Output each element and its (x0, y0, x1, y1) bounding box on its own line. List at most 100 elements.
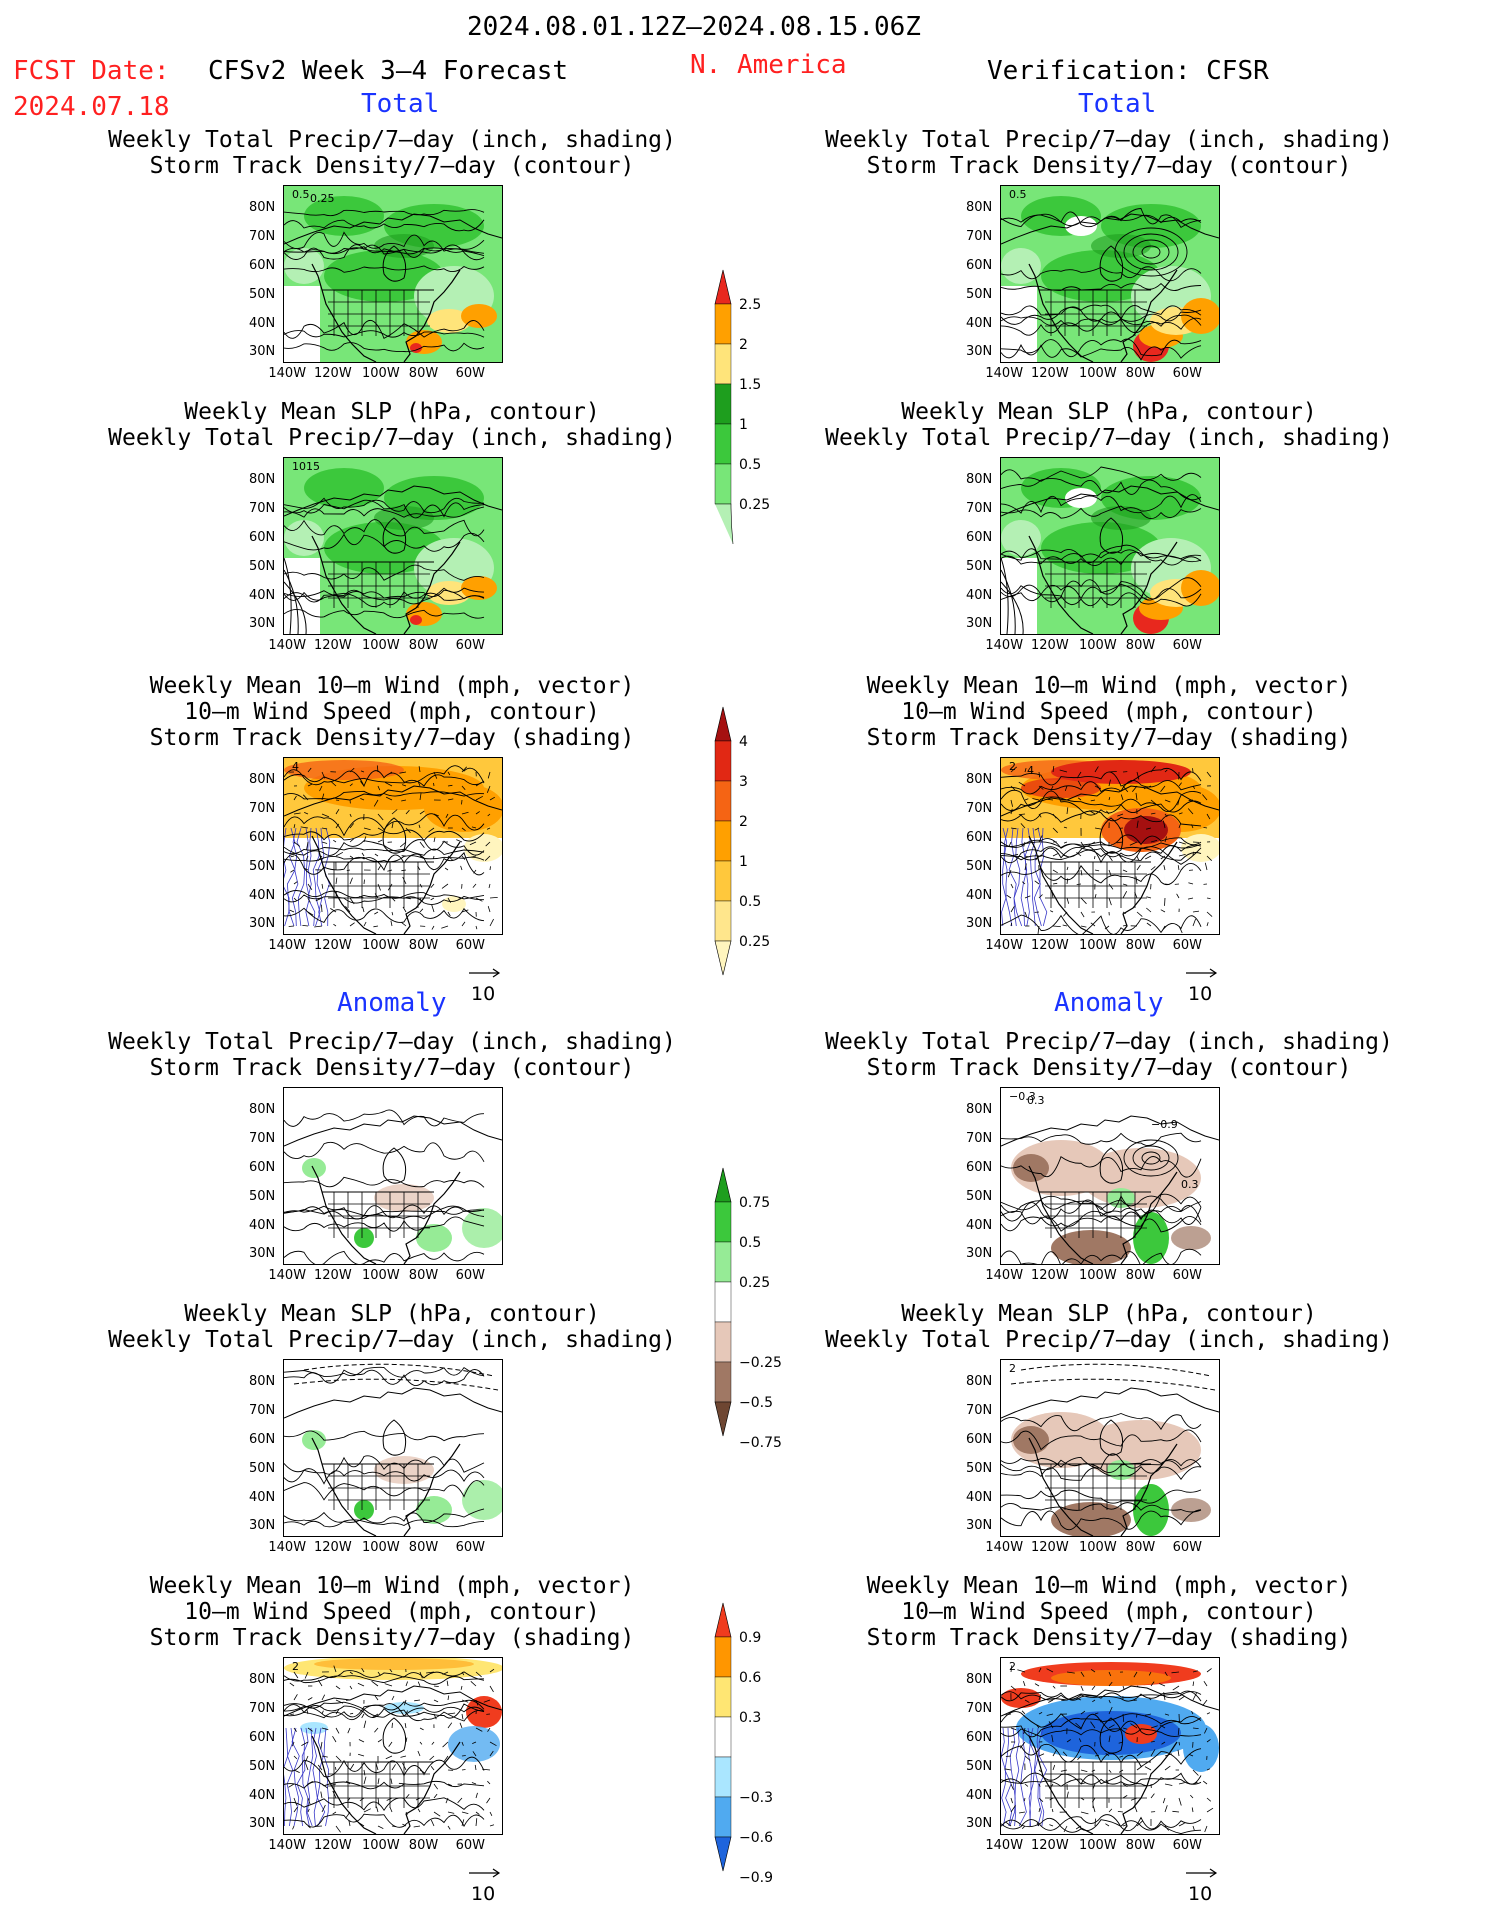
forecast-total-wind-storm-title: Weekly Mean 10–m Wind (mph, vector) 10–m … (82, 673, 702, 751)
verification-anomaly-wind-storm-contour (1001, 1814, 1202, 1832)
colorbar-tick-label: −0.5 (739, 1395, 773, 1411)
forecast-total-slp-precip-shade (324, 522, 444, 574)
forecast-anomaly-precip-storm-shade (416, 1224, 452, 1252)
verification-anomaly-wind-storm-contour-label: 2 (1009, 1660, 1016, 1673)
forecast-total-wind-storm-contour (284, 855, 485, 863)
verification-anomaly-wind-storm-shade (1001, 1688, 1041, 1708)
verification-total-slp-precip-slp-contour (1001, 581, 1024, 634)
colorbar-tick-label: 1 (739, 854, 748, 870)
verification-anomaly-slp-precip-title-line: Weekly Mean SLP (hPa, contour) (901, 1301, 1317, 1327)
coastline-east (1120, 841, 1178, 934)
verification-total-slp-precip-title: Weekly Mean SLP (hPa, contour) Weekly Tot… (799, 399, 1419, 451)
forecast-total-wind-storm-contour-label: 4 (292, 760, 299, 773)
lon-tick-label: 100W (362, 638, 400, 653)
lat-tick-label: 50N (249, 1460, 276, 1476)
forecast-anomaly-wind-storm-contour (284, 1675, 485, 1685)
coastline-east (403, 1171, 461, 1264)
lat-tick-label: 30N (249, 616, 276, 632)
forecast-anomaly-precip-storm-contour (284, 1109, 485, 1127)
verification-total-slp-precip-contour (1001, 466, 1202, 482)
forecast-total-precip-storm-shade (284, 248, 324, 284)
lon-tick-label: 120W (314, 1838, 352, 1853)
lon-tick-label: 100W (1079, 366, 1117, 381)
colorbar-tick-label: 0.5 (739, 894, 761, 910)
forecast-anomaly-wind-storm-reference-vector: 10 (467, 1861, 503, 1905)
forecast-total-precip-storm-title-line: Storm Track Density/7–day (contour) (149, 153, 635, 179)
verification-total-wind-storm-title-line: Storm Track Density/7–day (shading) (866, 725, 1352, 751)
lon-tick-label: 80W (1125, 938, 1156, 953)
verification-total-precip-storm-contour (1132, 239, 1170, 265)
colorbar-tick-label: 3 (739, 774, 748, 790)
lon-tick-label: 80W (1125, 1540, 1156, 1555)
forecast-total-precip-storm-shade (461, 304, 497, 328)
hudson-bay (382, 245, 407, 282)
verification-total-slp-precip-contour (1001, 577, 1202, 603)
lon-tick-label: 60W (455, 366, 485, 381)
verification-anomaly-wind-storm-speed-contour (1004, 1727, 1013, 1827)
coastline-arctic (1001, 1115, 1219, 1147)
colorbar-tick-label: 0.3 (739, 1710, 761, 1726)
verification-anomaly-precip-storm-contour-label: 0.3 (1027, 1094, 1045, 1107)
forecast-anomaly-wind-storm-title: Weekly Mean 10–m Wind (mph, vector) 10–m … (82, 1573, 702, 1651)
lon-tick-label: 60W (1172, 1268, 1202, 1283)
forecast-total-slp-precip-contour (284, 591, 485, 608)
lon-tick-label: 140W (985, 1838, 1024, 1853)
lat-tick-label: 40N (966, 315, 993, 331)
forecast-total-precip-storm-title: Weekly Total Precip/7–day (inch, shading… (82, 127, 702, 179)
verification-total-precip-storm-contour (1001, 304, 1202, 320)
lat-tick-label: 40N (249, 587, 276, 603)
verification-anomaly-slp-precip-contour (1001, 1465, 1202, 1481)
verification-total-slp-precip-contour (1001, 494, 1202, 514)
verification-anomaly-precip-storm-contour-label: 0.3 (1181, 1178, 1199, 1191)
forecast-total-wind-storm-contour (284, 813, 485, 837)
verification-total-slp-precip-contour (1001, 505, 1202, 520)
colorbar-swatch (714, 1676, 732, 1718)
lat-tick-label: 30N (249, 1246, 276, 1262)
verification-total-slp-precip-contour (1001, 478, 1202, 501)
forecast-anomaly-wind-storm-speed-contour (284, 1727, 289, 1827)
verification-anomaly-slp-precip-map: 2 (1000, 1359, 1220, 1537)
forecast-anomaly-wind-storm-contour (284, 1708, 485, 1722)
forecast-anomaly-wind-storm-contour (284, 1699, 485, 1711)
lon-tick-label: 120W (314, 938, 352, 953)
lat-tick-label: 80N (249, 200, 276, 216)
verification-anomaly-precip-storm-map: −0.3 0.3 −0.9 0.3 (1000, 1087, 1220, 1265)
forecast-total-slp-precip-contour (284, 497, 485, 514)
verification-total-wind-storm-reference-vector: 10 (1184, 961, 1220, 1005)
forecast-anomaly-wind-storm-contour (284, 1756, 485, 1778)
verification-anomaly-precip-storm-shade (1171, 1226, 1211, 1250)
forecast-anomaly-precip-storm-contour (284, 1216, 485, 1232)
colorbar-tick-label: 1 (739, 417, 748, 433)
forecast-anomaly-slp-precip-contour (284, 1519, 485, 1528)
state-borders (1039, 289, 1151, 336)
colorbar-swatch (714, 383, 732, 425)
verification-anomaly-wind-storm-shade (1183, 1724, 1219, 1772)
lat-tick-label: 40N (966, 1489, 993, 1505)
forecast-total-wind-storm-speed-contour (284, 827, 290, 927)
forecast-total-slp-precip-slp-contour (284, 557, 292, 634)
forecast-total-precip-storm-shade (427, 309, 471, 333)
coastline-arctic (1001, 1387, 1219, 1419)
forecast-total-wind-storm-reference-value: 10 (471, 983, 496, 1005)
precip-anom-colorbar: 0.75 0.5 0.25 −0.25 −0.5 −0.75 (714, 1167, 805, 1476)
verification-anomaly-wind-storm-contour (1001, 1772, 1202, 1787)
lon-tick-label: 80W (408, 1838, 439, 1853)
lon-tick-label: 60W (455, 1540, 485, 1555)
forecast-total-precip-storm-contour (284, 265, 485, 273)
verification-total-slp-precip-slp-contour (1001, 557, 1009, 634)
verification-total-wind-storm-shade (1181, 834, 1219, 862)
lat-tick-label: 60N (966, 830, 993, 845)
forecast-total-slp-precip-shade (374, 506, 434, 530)
lat-tick-label: 80N (966, 200, 993, 216)
colorbar-tick-label: 0.9 (739, 1630, 761, 1646)
lon-tick-label: 60W (1172, 1540, 1202, 1555)
lat-tick-label: 70N (966, 1131, 993, 1147)
hudson-bay (382, 817, 407, 854)
coastline-arctic (1001, 213, 1219, 245)
colorbar-bottom-cap (714, 940, 732, 976)
verification-anomaly-slp-precip-shade (1171, 1498, 1211, 1522)
colorbar-tick-label: 0.25 (739, 497, 770, 513)
verification-total-wind-storm-title-line: 10–m Wind Speed (mph, contour) (901, 699, 1317, 725)
verification-anomaly-precip-storm-contour (1001, 1132, 1202, 1146)
